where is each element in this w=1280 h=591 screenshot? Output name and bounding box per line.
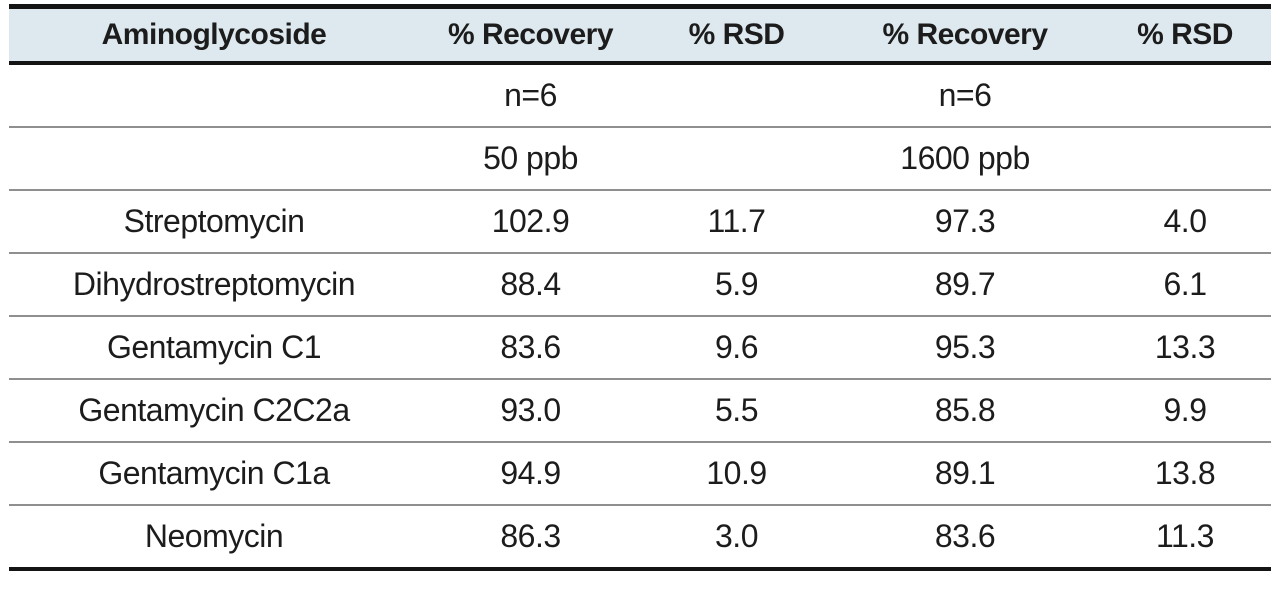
rsd-value-cell: 6.1 bbox=[1099, 253, 1271, 317]
table-row-gentamycin-c1: Gentamycin C1 83.6 9.6 95.3 13.3 bbox=[9, 316, 1271, 380]
subheader-row-n: n=6 n=6 bbox=[9, 63, 1271, 128]
compound-name-cell: Streptomycin bbox=[9, 190, 419, 254]
aminoglycoside-recovery-table: Aminoglycoside % Recovery % RSD % Recove… bbox=[9, 4, 1271, 571]
recovery-value-cell: 88.4 bbox=[419, 253, 642, 317]
table-row-neomycin: Neomycin 86.3 3.0 83.6 11.3 bbox=[9, 505, 1271, 571]
table-cell bbox=[1099, 63, 1271, 128]
recovery-value-cell: 83.6 bbox=[831, 505, 1099, 571]
table-cell-n-value: n=6 bbox=[419, 63, 642, 128]
header-row: Aminoglycoside % Recovery % RSD % Recove… bbox=[9, 4, 1271, 65]
header-cell-aminoglycoside: Aminoglycoside bbox=[9, 4, 419, 65]
header-cell-recovery-1: % Recovery bbox=[419, 4, 642, 65]
rsd-value-cell: 5.9 bbox=[642, 253, 831, 317]
table-row-dihydrostreptomycin: Dihydrostreptomycin 88.4 5.9 89.7 6.1 bbox=[9, 253, 1271, 317]
rsd-value-cell: 9.6 bbox=[642, 316, 831, 380]
table-row-streptomycin: Streptomycin 102.9 11.7 97.3 4.0 bbox=[9, 190, 1271, 254]
table-cell bbox=[9, 63, 419, 128]
compound-name-cell: Dihydrostreptomycin bbox=[9, 253, 419, 317]
recovery-value-cell: 89.1 bbox=[831, 442, 1099, 506]
rsd-value-cell: 4.0 bbox=[1099, 190, 1271, 254]
recovery-value-cell: 97.3 bbox=[831, 190, 1099, 254]
compound-name-cell: Gentamycin C2C2a bbox=[9, 379, 419, 443]
recovery-value-cell: 102.9 bbox=[419, 190, 642, 254]
recovery-value-cell: 83.6 bbox=[419, 316, 642, 380]
rsd-value-cell: 13.8 bbox=[1099, 442, 1271, 506]
rsd-value-cell: 10.9 bbox=[642, 442, 831, 506]
header-cell-recovery-2: % Recovery bbox=[831, 4, 1099, 65]
rsd-value-cell: 13.3 bbox=[1099, 316, 1271, 380]
header-cell-rsd-2: % RSD bbox=[1099, 4, 1271, 65]
table-cell bbox=[1099, 127, 1271, 191]
header-cell-rsd-1: % RSD bbox=[642, 4, 831, 65]
compound-name-cell: Gentamycin C1a bbox=[9, 442, 419, 506]
rsd-value-cell: 9.9 bbox=[1099, 379, 1271, 443]
recovery-value-cell: 94.9 bbox=[419, 442, 642, 506]
table-row-gentamycin-c1a: Gentamycin C1a 94.9 10.9 89.1 13.8 bbox=[9, 442, 1271, 506]
recovery-value-cell: 93.0 bbox=[419, 379, 642, 443]
recovery-value-cell: 95.3 bbox=[831, 316, 1099, 380]
table-cell-concentration: 50 ppb bbox=[419, 127, 642, 191]
rsd-value-cell: 11.7 bbox=[642, 190, 831, 254]
table-row-gentamycin-c2c2a: Gentamycin C2C2a 93.0 5.5 85.8 9.9 bbox=[9, 379, 1271, 443]
rsd-value-cell: 5.5 bbox=[642, 379, 831, 443]
rsd-value-cell: 3.0 bbox=[642, 505, 831, 571]
rsd-value-cell: 11.3 bbox=[1099, 505, 1271, 571]
table-cell bbox=[642, 127, 831, 191]
table-cell bbox=[642, 63, 831, 128]
subheader-row-concentration: 50 ppb 1600 ppb bbox=[9, 127, 1271, 191]
data-table: Aminoglycoside % Recovery % RSD % Recove… bbox=[9, 4, 1271, 571]
table-cell bbox=[9, 127, 419, 191]
recovery-value-cell: 86.3 bbox=[419, 505, 642, 571]
compound-name-cell: Neomycin bbox=[9, 505, 419, 571]
recovery-value-cell: 85.8 bbox=[831, 379, 1099, 443]
compound-name-cell: Gentamycin C1 bbox=[9, 316, 419, 380]
table-cell-n-value: n=6 bbox=[831, 63, 1099, 128]
recovery-value-cell: 89.7 bbox=[831, 253, 1099, 317]
table-cell-concentration: 1600 ppb bbox=[831, 127, 1099, 191]
